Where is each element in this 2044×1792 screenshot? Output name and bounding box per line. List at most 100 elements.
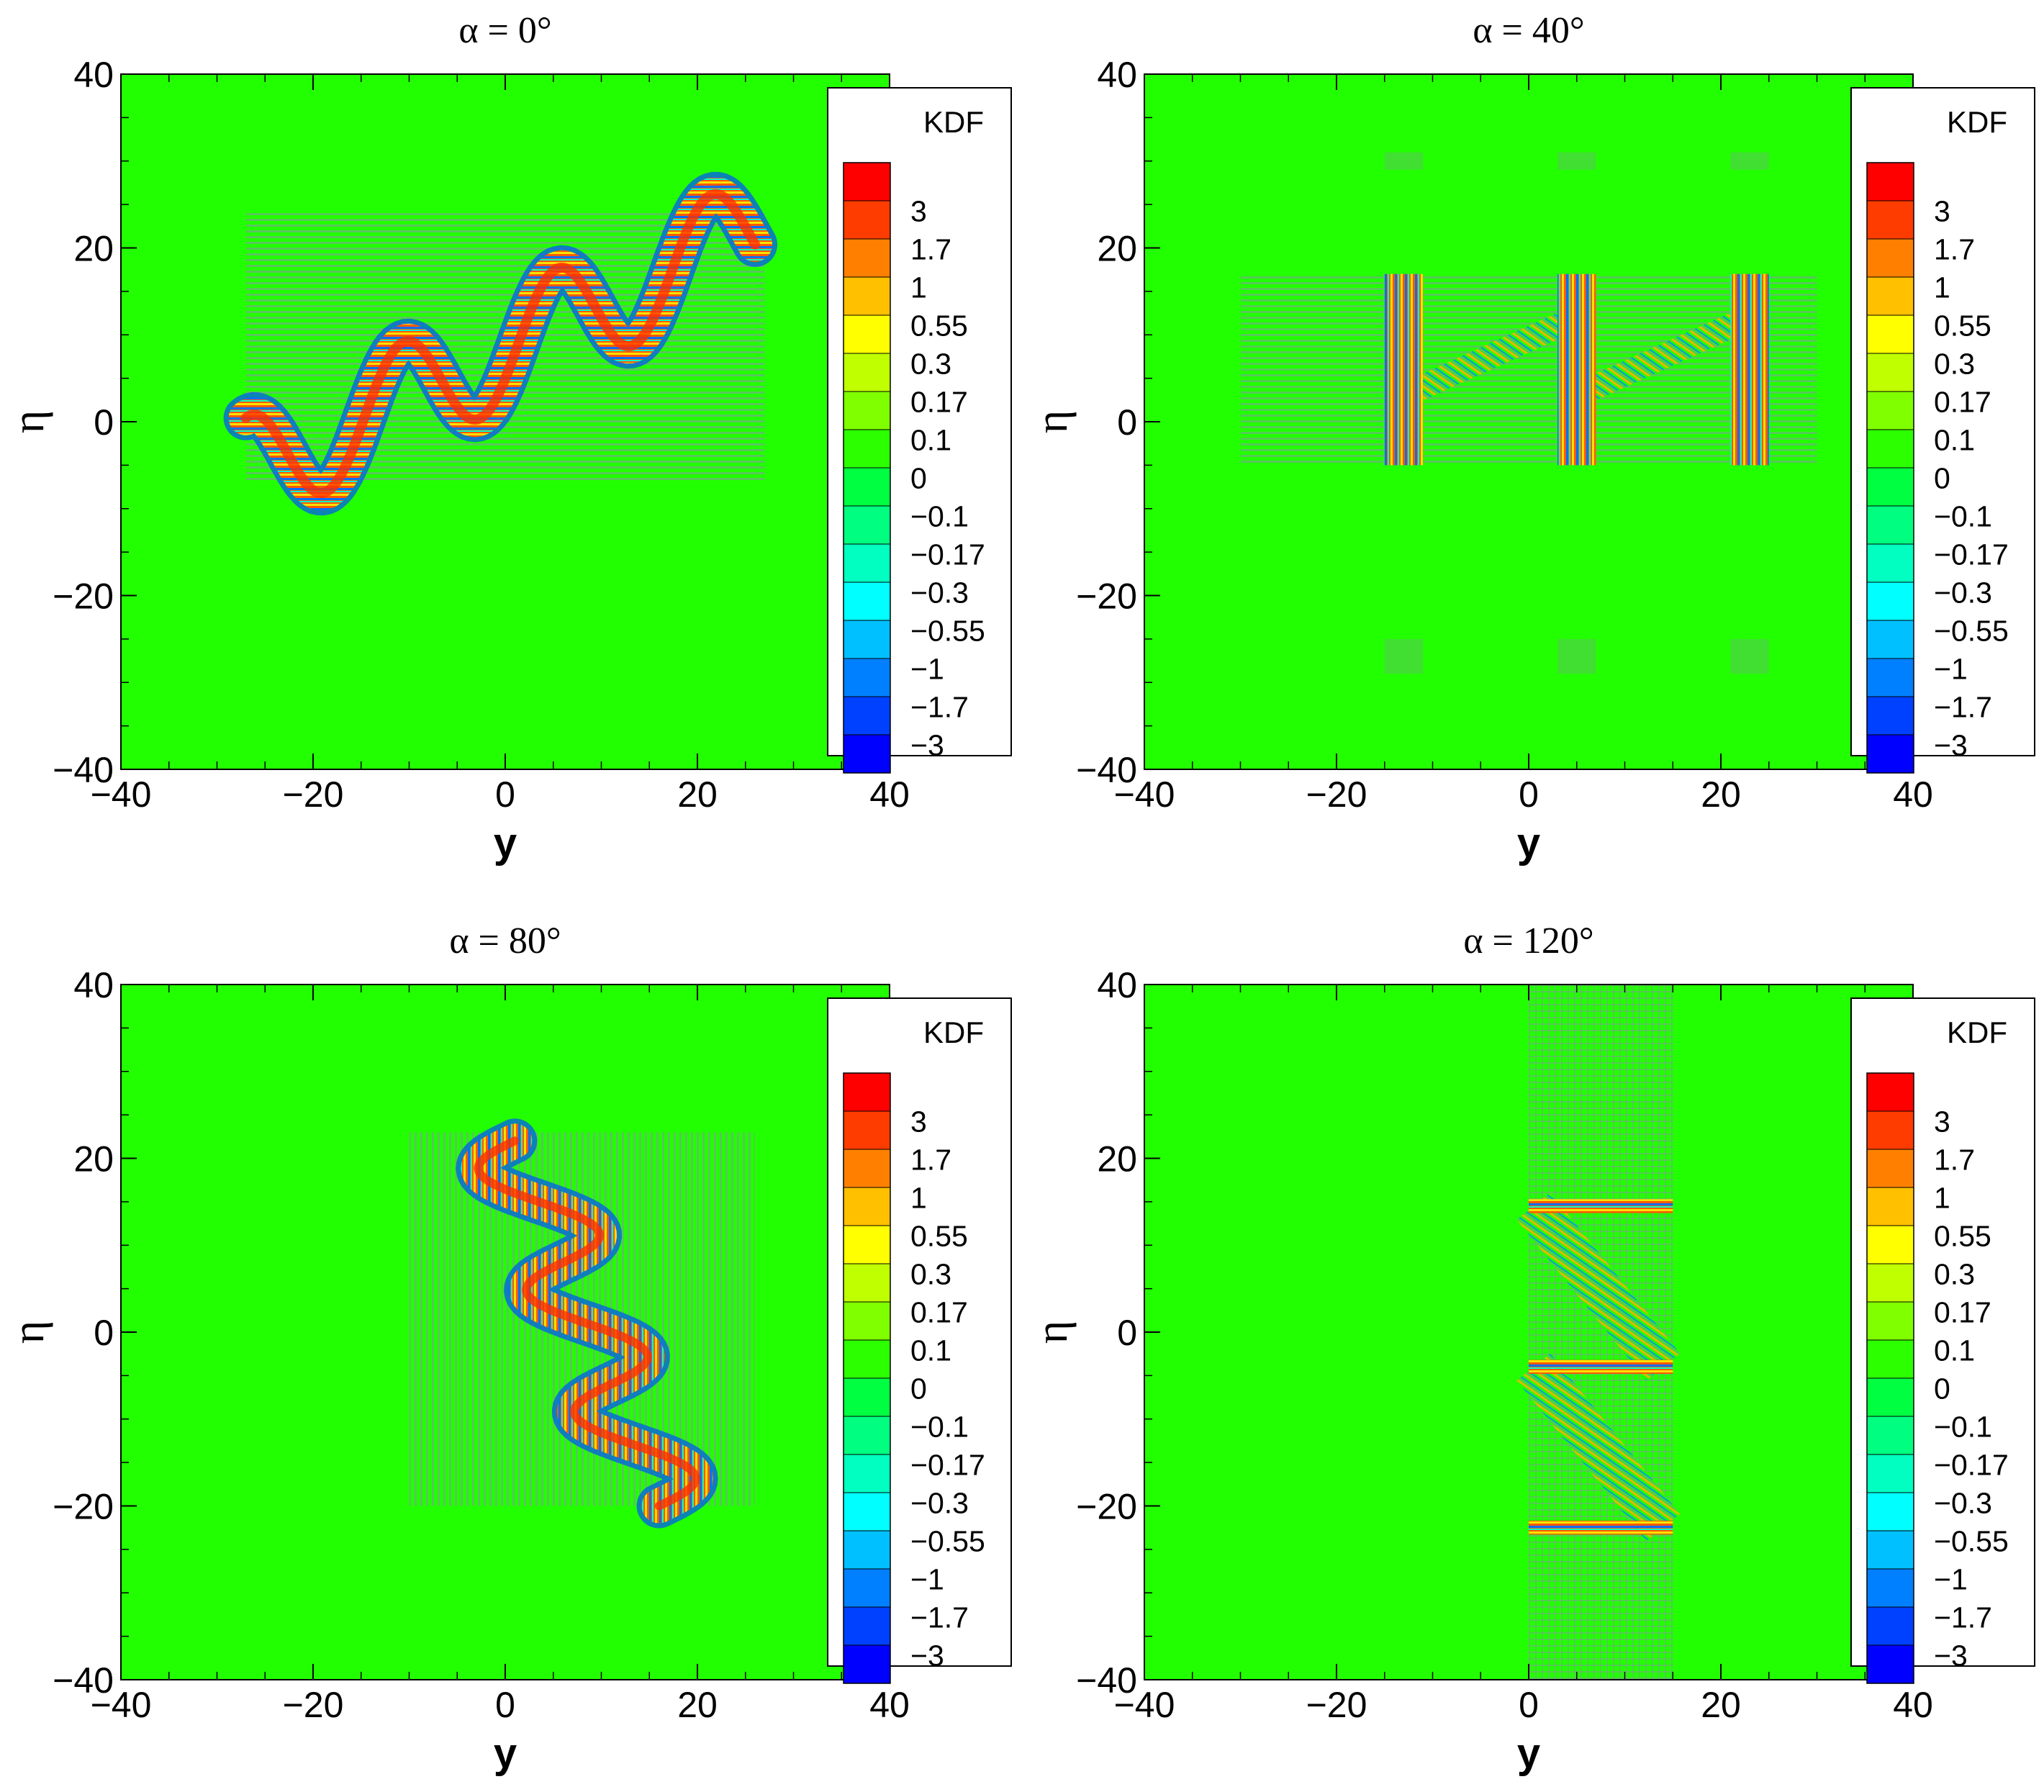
- colorbar-swatch: [1867, 1607, 1914, 1645]
- colorbar-level-label: 1: [910, 1182, 927, 1215]
- colorbar-level-label: −0.1: [910, 1411, 969, 1444]
- colorbar-swatch: [844, 430, 890, 468]
- x-tick-label: 20: [677, 774, 718, 815]
- colorbar-level-label: 0.17: [1934, 1296, 1991, 1329]
- colorbar-swatch: [1867, 353, 1914, 392]
- x-tick-label: −40: [1114, 774, 1175, 815]
- serpentine-band-core: [474, 1136, 700, 1511]
- colorbar-level-label: 0: [910, 462, 927, 495]
- x-tick-label: 40: [1893, 1685, 1933, 1725]
- ghost-mark-bottom: [1730, 638, 1769, 674]
- heatmap-field: [121, 74, 890, 769]
- colorbar-level-label: −1: [1934, 653, 1968, 686]
- colorbar-level-label: −0.1: [1934, 500, 1992, 533]
- y-tick-label: −20: [1076, 1487, 1137, 1527]
- colorbar-title: KDF: [1947, 1015, 2007, 1049]
- colorbar-swatch: [844, 1378, 890, 1416]
- colorbar-level-label: 1: [1934, 271, 1950, 304]
- ghost-mark-top: [1384, 152, 1424, 170]
- colorbar-level-label: 0.55: [1934, 1220, 1991, 1253]
- colorbar-level-label: −1.7: [910, 1601, 969, 1634]
- colorbar-swatch: [1867, 1378, 1914, 1416]
- colorbar-swatch: [1867, 582, 1914, 620]
- diagonal-connector: [1398, 306, 1582, 407]
- y-axis-label: η: [1028, 1321, 1077, 1344]
- panel-title: α = 0°: [458, 10, 551, 51]
- y-axis-label: η: [4, 410, 53, 433]
- horizontal-band: [1529, 1521, 1673, 1535]
- colorbar-swatch: [1867, 1531, 1914, 1569]
- diagonal-streak: [1516, 1193, 1681, 1381]
- ghost-mark-top: [1730, 152, 1769, 170]
- heatmap-field: [1144, 74, 1913, 769]
- x-tick-label: −20: [1306, 1685, 1367, 1725]
- colorbar-swatch: [844, 1569, 890, 1607]
- colorbar-swatch: [844, 1493, 890, 1531]
- y-tick-label: 0: [1117, 402, 1137, 443]
- panel-3: −40 −20 0 20 40 −40 −20 0 20 40 y η α = 80° KDF 3 1.7 1 0…: [4, 920, 1012, 1777]
- ghost-mark-bottom: [1557, 638, 1596, 674]
- x-tick-label: −40: [91, 1685, 152, 1725]
- x-axis-label: y: [1517, 820, 1540, 866]
- colorbar-swatch: [1867, 506, 1914, 544]
- colorbar-swatch: [844, 1416, 890, 1454]
- colorbar-swatch: [1867, 1187, 1914, 1226]
- panel-4: −40 −20 0 20 40 −40 −20 0 20 40 y η α = 120° KDF 3 1.7 1…: [1028, 920, 2035, 1777]
- colorbar-level-label: −3: [1934, 729, 1968, 762]
- x-tick-label: 20: [677, 1685, 718, 1725]
- colorbar-swatch: [844, 506, 890, 544]
- colorbar-swatch: [844, 392, 890, 430]
- colorbar-level-label: −3: [910, 1639, 944, 1673]
- panel-title: α = 40°: [1473, 10, 1584, 51]
- colorbar-swatch: [1867, 468, 1914, 506]
- colorbar-level-label: −0.55: [910, 1525, 985, 1558]
- colorbar-swatch: [1867, 1493, 1914, 1531]
- y-tick-label: 40: [1097, 965, 1137, 1005]
- colorbar-level-label: 3: [1934, 195, 1950, 228]
- colorbar-swatch: [844, 697, 890, 735]
- y-tick-label: 20: [1097, 1139, 1137, 1180]
- horizontal-band: [1529, 1359, 1673, 1374]
- colorbar-level-label: −0.3: [910, 576, 969, 610]
- colorbar-swatch: [1867, 239, 1914, 277]
- y-axis-label: η: [1028, 410, 1077, 433]
- colorbar-level-label: −0.55: [910, 615, 985, 648]
- x-tick-label: 0: [495, 774, 515, 815]
- colorbar-level-label: −1: [1934, 1563, 1968, 1596]
- colorbar-swatch: [1867, 277, 1914, 315]
- colorbar-level-label: −0.3: [910, 1487, 969, 1520]
- colorbar-level-label: 1: [1934, 1182, 1950, 1215]
- colorbar-level-label: −0.17: [1934, 538, 2009, 571]
- colorbar-swatch: [1867, 1454, 1914, 1493]
- colorbar-level-label: −0.17: [910, 538, 985, 571]
- colorbar-swatch: [844, 1149, 890, 1187]
- panel-1: −40 −20 0 20 40 −40 −20 0 20 40 y η α = 0° KDF 3 1.7 1 0.…: [4, 10, 1012, 866]
- diagonal-streak: [1516, 1353, 1681, 1542]
- wave-band-core: [240, 189, 761, 499]
- ghost-mark-top: [1557, 152, 1596, 170]
- colorbar-swatch: [844, 1226, 890, 1264]
- colorbar-level-label: −1: [910, 1563, 944, 1596]
- colorbar-level-label: 0: [1934, 1372, 1950, 1406]
- colorbar-level-label: 0.17: [910, 386, 968, 419]
- colorbar-level-label: 0.3: [910, 348, 951, 381]
- colorbar-level-label: 3: [1934, 1105, 1950, 1139]
- y-tick-label: 20: [73, 229, 114, 269]
- heatmap-field: [1144, 985, 1913, 1680]
- diagonal-connector: [1571, 306, 1755, 407]
- colorbar-swatch: [844, 544, 890, 582]
- x-tick-label: 20: [1701, 774, 1741, 815]
- colorbar-title: KDF: [923, 105, 984, 139]
- colorbar-swatch: [844, 1340, 890, 1378]
- colorbar-level-label: 0: [1934, 462, 1950, 495]
- colorbar-swatch: [1867, 1416, 1914, 1454]
- colorbar-level-label: 0: [910, 1372, 927, 1406]
- colorbar-swatch: [844, 620, 890, 659]
- colorbar-level-label: −0.17: [1934, 1449, 2009, 1482]
- colorbar-swatch: [1867, 1073, 1914, 1111]
- colorbar-level-label: 0.3: [1934, 1258, 1975, 1291]
- colorbar-swatch: [844, 1073, 890, 1111]
- x-tick-label: −40: [1114, 1685, 1175, 1725]
- colorbar-level-label: 0.17: [1934, 386, 1991, 419]
